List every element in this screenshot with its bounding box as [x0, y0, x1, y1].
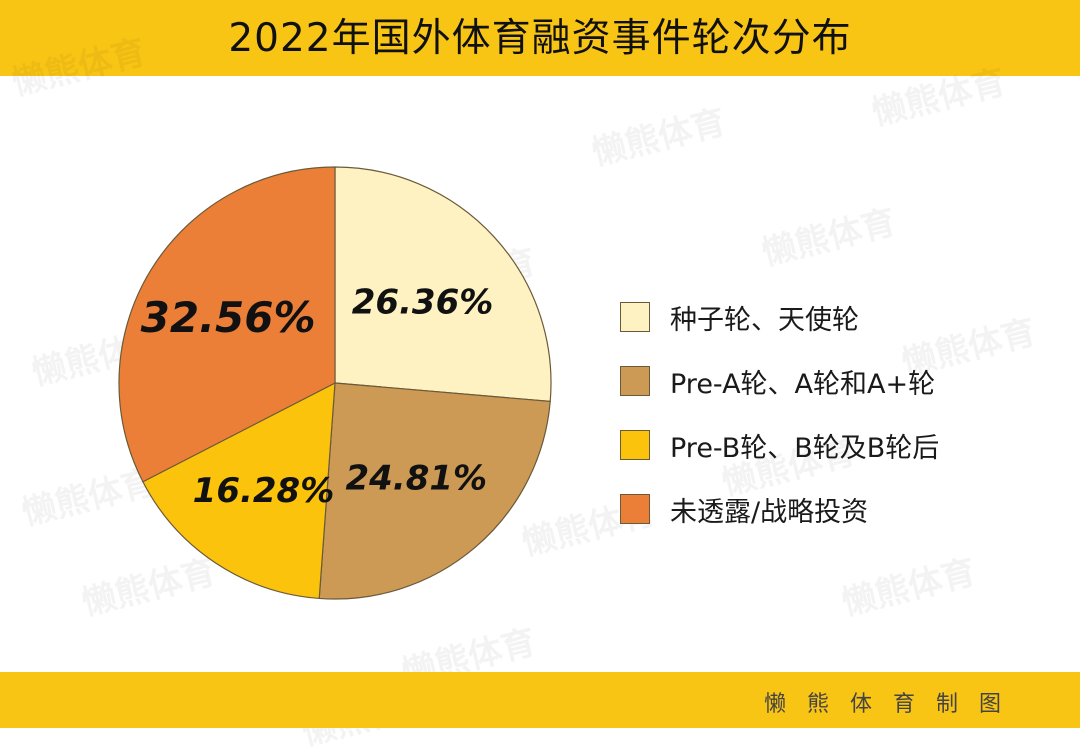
legend-label: Pre-A轮、A轮和A+轮 — [670, 368, 936, 400]
legend-item: Pre-B轮、B轮及B轮后 — [620, 426, 939, 464]
footer-bar: 懒熊体育制图 — [0, 672, 1080, 728]
legend-item: Pre-A轮、A轮和A+轮 — [620, 362, 939, 400]
legend-label: 未透露/战略投资 — [670, 496, 869, 528]
legend-swatch — [620, 366, 650, 396]
legend-label: 种子轮、天使轮 — [670, 304, 859, 336]
pie-slice — [118, 166, 336, 483]
pie-slice — [334, 166, 552, 403]
pie-slice-label: 24.81% — [345, 458, 487, 498]
page-title: 2022年国外体育融资事件轮次分布 — [228, 15, 852, 61]
header-bar: 2022年国外体育融资事件轮次分布 — [0, 0, 1080, 76]
legend-swatch — [620, 430, 650, 460]
legend-label: Pre-B轮、B轮及B轮后 — [670, 432, 940, 464]
pie-slice-label: 26.36% — [352, 283, 494, 323]
pie-chart: 26.36% 24.81%16.28% 32.56% — [118, 166, 552, 600]
legend-item: 种子轮、天使轮 — [620, 298, 939, 336]
legend-item: 未透露/战略投资 — [620, 490, 939, 528]
credit-text: 懒熊体育制图 — [763, 692, 1022, 717]
pie-slice — [142, 381, 336, 600]
pie-slice-label: 32.56% — [141, 293, 316, 342]
legend-swatch — [620, 302, 650, 332]
pie-slice — [318, 382, 551, 600]
legend-swatch — [620, 494, 650, 524]
pie-slice-label: 16.28% — [193, 471, 335, 511]
legend: 种子轮、天使轮 Pre-A轮、A轮和A+轮 Pre-B轮、B轮及B轮后 未透露/… — [620, 298, 939, 554]
